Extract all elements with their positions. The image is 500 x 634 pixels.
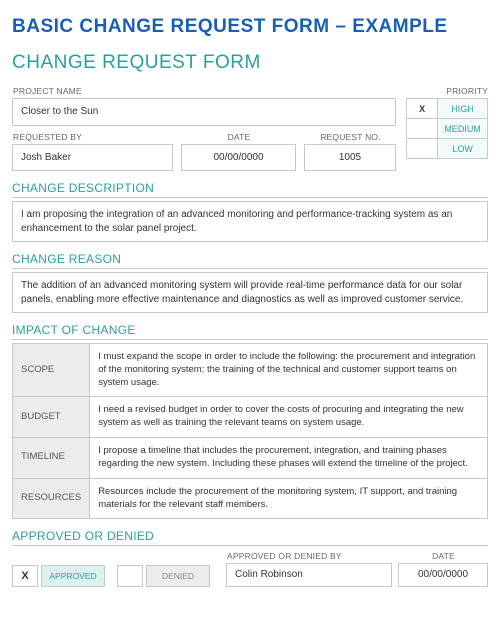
approved-check[interactable]: X bbox=[12, 565, 38, 587]
impact-row-budget: BUDGET I need a revised budget in order … bbox=[13, 397, 488, 438]
impact-text-scope[interactable]: I must expand the scope in order to incl… bbox=[90, 344, 488, 397]
priority-row-medium[interactable]: MEDIUM bbox=[407, 119, 488, 139]
impact-key-budget: BUDGET bbox=[13, 397, 90, 438]
impact-text-resources[interactable]: Resources include the procurement of the… bbox=[90, 478, 488, 519]
change-description-heading: CHANGE DESCRIPTION bbox=[12, 181, 488, 198]
project-name-field: PROJECT NAME Closer to the Sun bbox=[12, 84, 396, 126]
impact-text-budget[interactable]: I need a revised budget in order to cove… bbox=[90, 397, 488, 438]
page-title: BASIC CHANGE REQUEST FORM – EXAMPLE bbox=[12, 16, 488, 38]
approved-by-value[interactable]: Colin Robinson bbox=[226, 563, 392, 587]
impact-key-timeline: TIMELINE bbox=[13, 438, 90, 479]
date-value[interactable]: 00/00/0000 bbox=[181, 144, 296, 172]
impact-row-timeline: TIMELINE I propose a timeline that inclu… bbox=[13, 438, 488, 479]
impact-row-resources: RESOURCES Resources include the procurem… bbox=[13, 478, 488, 519]
priority-label-high: HIGH bbox=[438, 99, 488, 119]
priority-label-low: LOW bbox=[438, 139, 488, 159]
date-label: DATE bbox=[181, 130, 296, 144]
approval-date-label: DATE bbox=[398, 549, 488, 563]
impact-key-scope: SCOPE bbox=[13, 344, 90, 397]
approval-date-value[interactable]: 00/00/0000 bbox=[398, 563, 488, 587]
requested-by-label: REQUESTED BY bbox=[12, 130, 173, 144]
change-reason-heading: CHANGE REASON bbox=[12, 252, 488, 269]
priority-row-high[interactable]: X HIGH bbox=[407, 99, 488, 119]
approved-label: APPROVED bbox=[41, 565, 105, 587]
form-title: CHANGE REQUEST FORM bbox=[12, 52, 488, 74]
priority-check-medium[interactable] bbox=[407, 119, 438, 139]
project-name-label: PROJECT NAME bbox=[12, 84, 396, 98]
priority-check-high[interactable]: X bbox=[407, 99, 438, 119]
impact-table: SCOPE I must expand the scope in order t… bbox=[12, 343, 488, 519]
impact-key-resources: RESOURCES bbox=[13, 478, 90, 519]
priority-row-low[interactable]: LOW bbox=[407, 139, 488, 159]
change-description-text[interactable]: I am proposing the integration of an adv… bbox=[12, 201, 488, 242]
top-section: PROJECT NAME Closer to the Sun REQUESTED… bbox=[12, 84, 488, 171]
denied-check[interactable] bbox=[117, 565, 143, 587]
impact-heading: IMPACT OF CHANGE bbox=[12, 323, 488, 340]
change-reason-text[interactable]: The addition of an advanced monitoring s… bbox=[12, 272, 488, 313]
requested-by-value[interactable]: Josh Baker bbox=[12, 144, 173, 172]
impact-text-timeline[interactable]: I propose a timeline that includes the p… bbox=[90, 438, 488, 479]
priority-check-low[interactable] bbox=[407, 139, 438, 159]
request-no-label: REQUEST NO. bbox=[304, 130, 396, 144]
priority-table: X HIGH MEDIUM LOW bbox=[406, 98, 488, 159]
approved-by-label: APPROVED OR DENIED BY bbox=[226, 549, 392, 563]
priority-label-medium: MEDIUM bbox=[438, 119, 488, 139]
project-name-value[interactable]: Closer to the Sun bbox=[12, 98, 396, 126]
impact-row-scope: SCOPE I must expand the scope in order t… bbox=[13, 344, 488, 397]
request-no-value[interactable]: 1005 bbox=[304, 144, 396, 172]
denied-label: DENIED bbox=[146, 565, 210, 587]
priority-label: PRIORITY bbox=[406, 84, 488, 98]
approval-heading: APPROVED OR DENIED bbox=[12, 529, 488, 546]
